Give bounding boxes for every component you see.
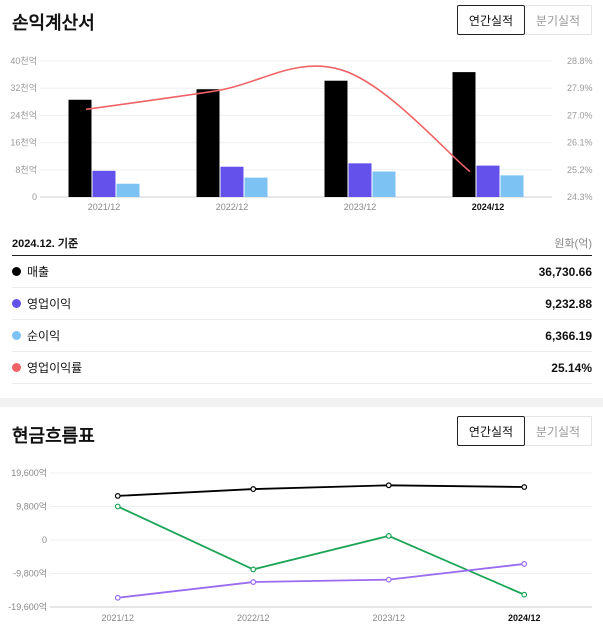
row-value: 25.14% bbox=[551, 360, 592, 375]
income-statement-section: 손익계산서 연간실적 분기실적 0 8천억 16천억 24천억 32천억 40천억 24.3… bbox=[10, 5, 593, 384]
income-period-tabs: 연간실적 분기실적 bbox=[457, 5, 592, 35]
tab-quarterly[interactable]: 분기실적 bbox=[525, 416, 592, 446]
y2-tick-label: 27.0% bbox=[567, 110, 593, 120]
currency-unit: 원화(억) bbox=[554, 238, 592, 250]
tab-annual[interactable]: 연간실적 bbox=[457, 5, 525, 35]
bar-revenue bbox=[68, 99, 92, 197]
bar-net_profit bbox=[372, 171, 396, 197]
row-value: 9,232.88 bbox=[545, 296, 592, 311]
bar-operating_profit bbox=[476, 165, 500, 197]
x-tick-label: 2023/12 bbox=[344, 202, 377, 212]
y2-tick-label: 26.1% bbox=[567, 138, 593, 148]
income-row-operating-profit: 영업이익 9,232.88 bbox=[12, 288, 592, 320]
basis-date: 2024.12. 기준 bbox=[12, 238, 79, 250]
row-label: 순이익 bbox=[27, 329, 61, 343]
x-tick-label: 2022/12 bbox=[216, 202, 249, 212]
bar-revenue bbox=[196, 89, 220, 197]
section-divider bbox=[0, 398, 603, 407]
row-value: 6,366.19 bbox=[545, 328, 592, 343]
y2-tick-label: 25.2% bbox=[567, 165, 593, 175]
bar-revenue bbox=[324, 80, 348, 197]
bar-operating_profit bbox=[220, 166, 244, 197]
x-tick-label: 2021/12 bbox=[88, 202, 121, 212]
y2-tick-label: 27.9% bbox=[567, 83, 593, 93]
y-tick-label: 8천억 bbox=[15, 164, 37, 175]
x-tick-label: 2024/12 bbox=[472, 202, 505, 212]
cashflow-period-tabs: 연간실적 분기실적 bbox=[457, 416, 592, 446]
cash-flow-section: 현금흐름표 연간실적 분기실적 bbox=[0, 407, 603, 627]
income-row-revenue: 매출 36,730.66 bbox=[12, 256, 592, 288]
y2-tick-label: 28.8% bbox=[567, 56, 593, 66]
income-table-header: 2024.12. 기준 원화(억) bbox=[12, 231, 592, 256]
row-label: 영업이익 bbox=[27, 297, 72, 311]
income-row-net-profit: 순이익 6,366.19 bbox=[12, 320, 592, 352]
bar-operating_profit bbox=[348, 163, 372, 197]
legend-dot-icon bbox=[12, 363, 21, 372]
income-chart: 0 8천억 16천억 24천억 32천억 40천억 24.3% 25.2% 26.1% 27.0%… bbox=[10, 55, 593, 212]
y-tick-label: 40천억 bbox=[10, 55, 37, 66]
bar-net_profit bbox=[500, 175, 524, 197]
tab-quarterly[interactable]: 분기실적 bbox=[525, 5, 592, 35]
bar-net_profit bbox=[116, 183, 140, 197]
y2-tick-label: 24.3% bbox=[567, 192, 593, 202]
y-tick-label: 0 bbox=[32, 192, 37, 202]
bar-revenue bbox=[452, 72, 476, 197]
y-tick-label: 24천억 bbox=[10, 109, 37, 120]
y-tick-label: 32천억 bbox=[10, 82, 37, 93]
bar-operating_profit bbox=[92, 170, 116, 197]
tab-annual[interactable]: 연간실적 bbox=[457, 416, 525, 446]
cash-flow-title: 현금흐름표 bbox=[12, 426, 95, 446]
income-statement-title: 손익계산서 bbox=[12, 13, 95, 33]
row-label: 매출 bbox=[27, 265, 50, 279]
income-row-operating-margin: 영업이익률 25.14% bbox=[12, 352, 592, 384]
y-tick-label: 16천억 bbox=[10, 137, 37, 148]
bar-net_profit bbox=[244, 177, 268, 197]
line-operating_margin bbox=[85, 65, 471, 173]
legend-dot-icon bbox=[12, 299, 21, 308]
row-value: 36,730.66 bbox=[538, 264, 592, 279]
legend-dot-icon bbox=[12, 267, 21, 276]
row-label: 영업이익률 bbox=[27, 361, 83, 375]
legend-dot-icon bbox=[12, 331, 21, 340]
